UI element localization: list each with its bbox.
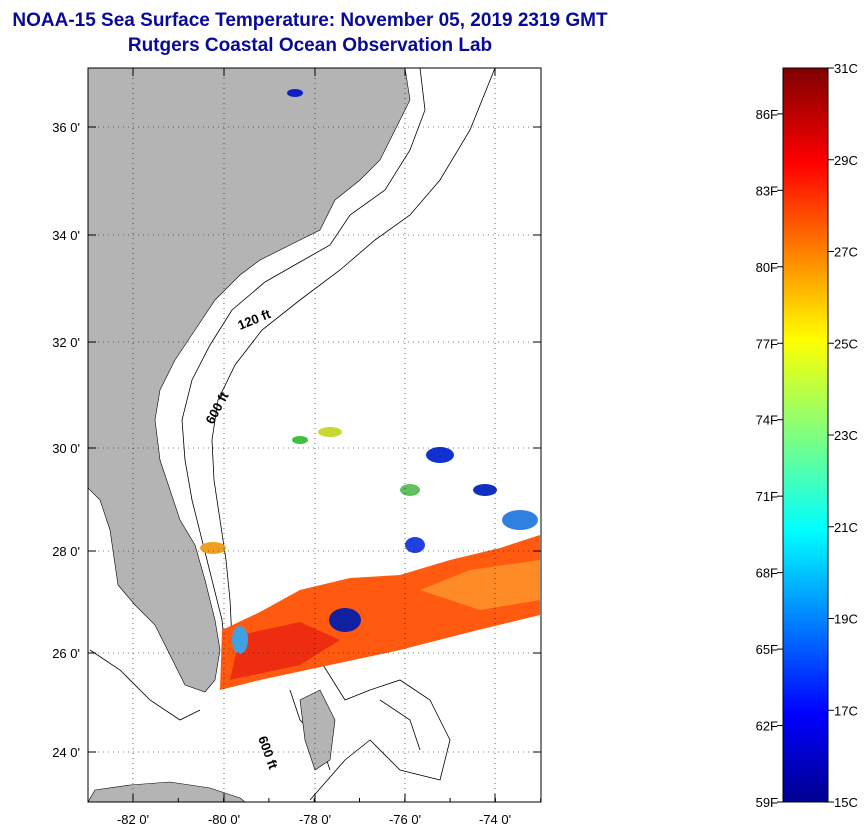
colorbar-label-fahrenheit: 77F	[756, 336, 778, 351]
land-mainland	[88, 68, 411, 693]
colorbar	[782, 67, 829, 803]
lon-tick-label: -76 0'	[389, 812, 421, 827]
land-andros	[299, 689, 336, 771]
colorbar-label-fahrenheit: 83F	[756, 183, 778, 198]
colorbar-label-fahrenheit: 62F	[756, 719, 778, 734]
colorbar-label-fahrenheit: 80F	[756, 260, 778, 275]
map-axes: 36 0' 34 0' 32 0' 30 0' 28 0' 26 0' 24 0' -82 0…	[52, 68, 542, 827]
lat-tick-label: 26 0'	[52, 646, 80, 661]
figure-title: NOAA-15 Sea Surface Temperature: Novembe…	[12, 10, 608, 31]
colorbar-label-fahrenheit: 74F	[756, 413, 778, 428]
colorbar-label-fahrenheit: 68F	[756, 566, 778, 581]
colorbar-label-celsius: 21C	[834, 520, 858, 535]
colorbar-label-celsius: 19C	[834, 612, 858, 627]
colorbar-label-celsius: 25C	[834, 336, 858, 351]
lat-tick-label: 36 0'	[52, 120, 80, 135]
figure-subtitle: Rutgers Coastal Ocean Observation Lab	[127, 35, 493, 56]
sst-swath-warm	[230, 622, 340, 680]
lon-tick-label: -78 0'	[299, 812, 331, 827]
lat-tick-label: 32 0'	[52, 335, 80, 350]
lon-tick-label: -80 0'	[208, 812, 240, 827]
graticule	[88, 68, 541, 802]
lat-tick-label: 28 0'	[52, 544, 80, 559]
colorbar-label-fahrenheit: 71F	[756, 489, 778, 504]
lat-tick-label: 24 0'	[52, 745, 80, 760]
lat-tick-label: 30 0'	[52, 441, 80, 456]
colorbar-label-celsius: 17C	[834, 703, 858, 718]
contour-600ft	[211, 68, 496, 641]
lat-tick-label: 34 0'	[52, 228, 80, 243]
colorbar-label-celsius: 15C	[834, 795, 858, 810]
sst-swath-cool	[420, 560, 540, 610]
lon-tick-label: -82 0'	[117, 812, 149, 827]
land-cuba	[88, 781, 246, 802]
map-area: 120 ft 600 ft 600 ft	[88, 68, 541, 802]
colorbar-label-fahrenheit: 86F	[756, 107, 778, 122]
colorbar-label-fahrenheit: 65F	[756, 642, 778, 657]
lon-tick-label: -74 0'	[479, 812, 511, 827]
colorbar-label-celsius: 27C	[834, 245, 858, 260]
colorbar-ticks: 31C 29C 27C 25C 23C 21C 19C 17C 15C 86F 83F 80F 77F 7…	[756, 61, 858, 810]
colorbar-label-fahrenheit: 59F	[756, 795, 778, 810]
colorbar-label-celsius: 31C	[834, 61, 858, 76]
colorbar-label-celsius: 29C	[834, 153, 858, 168]
colorbar-label-celsius: 23C	[834, 428, 858, 443]
